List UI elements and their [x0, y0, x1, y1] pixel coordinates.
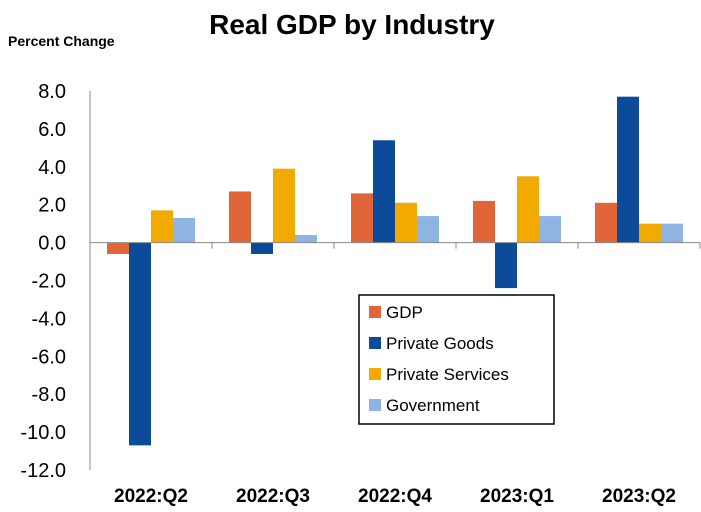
- y-tick-label: 8.0: [38, 81, 66, 103]
- bar: [395, 202, 417, 243]
- y-tick-label: -10.0: [20, 422, 66, 444]
- bar: [595, 202, 617, 243]
- y-tick-labels: 8.0 6.0 4.0 2.0 0.0 -2.0 -4.0 -6.0 -8.0 -10.0 -12.…: [20, 81, 66, 482]
- x-tick-label: 2023:Q2: [602, 486, 676, 507]
- bar: [373, 140, 395, 243]
- bar: [229, 191, 251, 243]
- bar: [173, 217, 195, 243]
- axes: [89, 91, 701, 470]
- y-tick-label: -12.0: [20, 460, 66, 482]
- bar: [251, 242, 273, 254]
- bar: [495, 242, 517, 289]
- y-tick-label: -4.0: [32, 308, 66, 330]
- bar: [661, 223, 683, 243]
- y-tick-label: 0.0: [38, 233, 66, 255]
- x-tick-label: 2022:Q3: [236, 486, 310, 507]
- chart-title: Real GDP by Industry: [209, 9, 495, 40]
- legend-swatch: [369, 368, 381, 380]
- y-tick-label: 4.0: [38, 157, 66, 179]
- x-tick-label: 2022:Q4: [358, 486, 432, 507]
- x-tick-label: 2022:Q2: [114, 486, 188, 507]
- bar: [417, 216, 439, 243]
- bar: [639, 223, 661, 243]
- bar: [107, 242, 129, 254]
- y-tick-label: -8.0: [32, 384, 66, 406]
- bars: [107, 96, 683, 446]
- y-tick-label: -6.0: [32, 346, 66, 368]
- legend-swatch: [369, 306, 381, 318]
- bar: [273, 168, 295, 243]
- y-axis-label: Percent Change: [8, 33, 115, 49]
- y-tick-label: 6.0: [38, 119, 66, 141]
- legend-label: Private Services: [386, 365, 509, 384]
- bar: [539, 216, 561, 243]
- x-tick-label: 2023:Q1: [480, 486, 554, 507]
- y-tick-label: -2.0: [32, 271, 66, 293]
- bar: [617, 96, 639, 243]
- x-tick-labels: 2022:Q2 2022:Q3 2022:Q4 2023:Q1 2023:Q2: [114, 486, 676, 507]
- bar: [129, 242, 151, 446]
- bar: [517, 176, 539, 243]
- legend-label: Private Goods: [386, 334, 494, 353]
- legend-label: GDP: [386, 303, 423, 322]
- legend-swatch: [369, 399, 381, 411]
- legend-label: Government: [386, 396, 480, 415]
- bar: [473, 200, 495, 243]
- bar: [295, 235, 317, 243]
- bar: [351, 193, 373, 243]
- y-tick-label: 2.0: [38, 195, 66, 217]
- bar: [151, 210, 173, 243]
- legend: GDP Private Goods Private Services Governme…: [358, 294, 555, 425]
- legend-box: [358, 294, 555, 425]
- legend-swatch: [369, 337, 381, 349]
